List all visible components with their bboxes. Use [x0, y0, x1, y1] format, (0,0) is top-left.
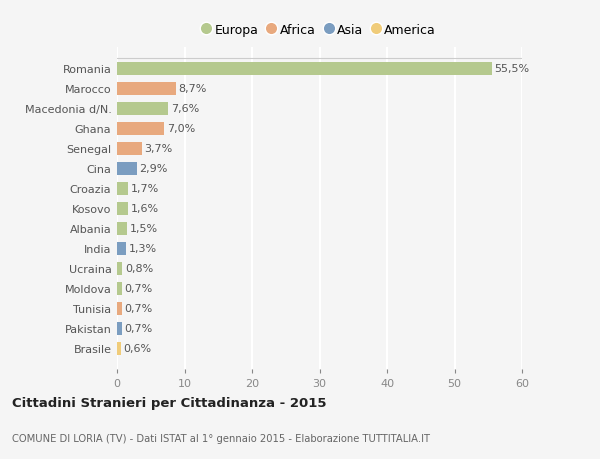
Bar [117, 83, 176, 95]
Bar [117, 182, 128, 196]
Bar [117, 242, 126, 255]
Bar [117, 222, 127, 235]
Text: 8,7%: 8,7% [178, 84, 207, 94]
Text: 1,3%: 1,3% [128, 244, 157, 254]
Text: 0,8%: 0,8% [125, 263, 154, 274]
Text: 2,9%: 2,9% [139, 164, 167, 174]
Text: Cittadini Stranieri per Cittadinanza - 2015: Cittadini Stranieri per Cittadinanza - 2… [12, 396, 326, 409]
Text: 0,6%: 0,6% [124, 343, 152, 353]
Legend: Europa, Africa, Asia, America: Europa, Africa, Asia, America [198, 19, 441, 42]
Text: 0,7%: 0,7% [124, 324, 152, 333]
Bar [117, 322, 122, 335]
Text: 3,7%: 3,7% [145, 144, 173, 154]
Bar [117, 103, 168, 116]
Bar [117, 342, 121, 355]
Text: 1,6%: 1,6% [131, 204, 158, 214]
Bar [117, 302, 122, 315]
Bar [117, 162, 137, 175]
Bar [117, 202, 128, 215]
Bar [117, 282, 122, 295]
Text: 55,5%: 55,5% [494, 64, 529, 74]
Text: 1,5%: 1,5% [130, 224, 158, 234]
Text: 0,7%: 0,7% [124, 284, 152, 294]
Text: 1,7%: 1,7% [131, 184, 160, 194]
Bar [117, 63, 491, 76]
Text: 7,0%: 7,0% [167, 124, 195, 134]
Bar [117, 262, 122, 275]
Text: 7,6%: 7,6% [171, 104, 199, 114]
Bar [117, 123, 164, 135]
Text: COMUNE DI LORIA (TV) - Dati ISTAT al 1° gennaio 2015 - Elaborazione TUTTITALIA.I: COMUNE DI LORIA (TV) - Dati ISTAT al 1° … [12, 433, 430, 442]
Bar [117, 143, 142, 156]
Text: 0,7%: 0,7% [124, 303, 152, 313]
